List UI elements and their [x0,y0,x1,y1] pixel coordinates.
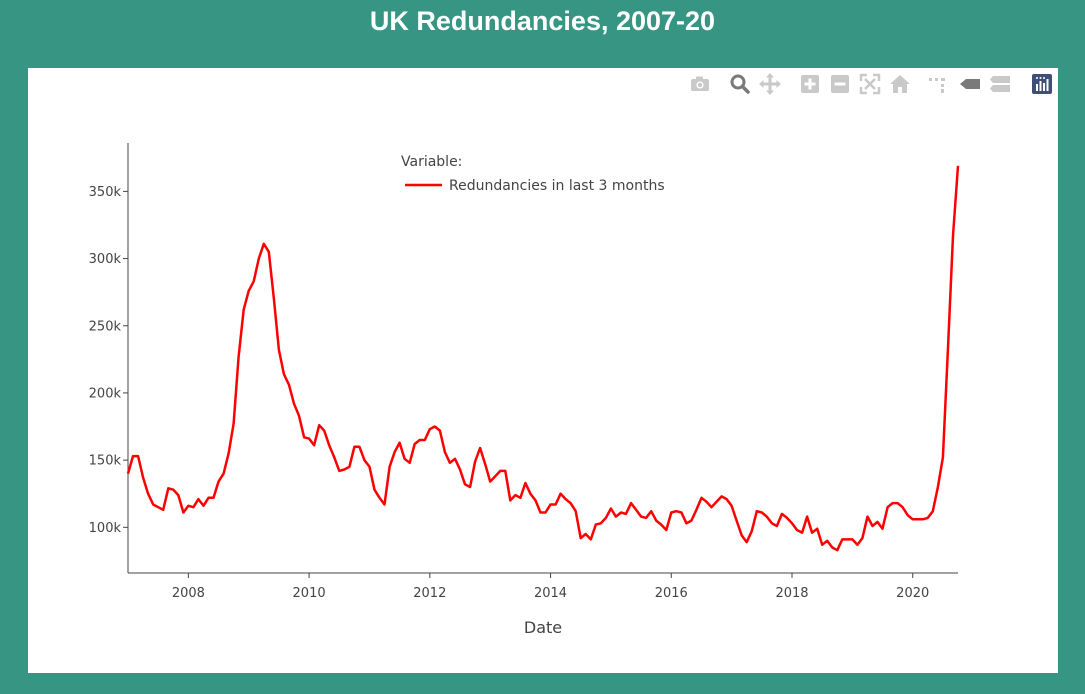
x-tick-label: 2010 [293,586,326,601]
x-tick-label: 2018 [775,586,808,601]
x-axis-title: Date [524,618,562,637]
x-tick-label: 2008 [172,586,205,601]
legend-series-label: Redundancies in last 3 months [449,178,665,194]
modebar [688,72,1054,96]
x-tick-label: 2014 [534,586,567,601]
y-axis: 100k 150k 200k 250k 300k 350k [89,143,129,573]
zoom-in-icon[interactable] [798,72,822,96]
hover-closest-icon[interactable] [958,72,982,96]
y-tick-label: 200k [89,386,122,401]
chart-card: 100k 150k 200k 250k 300k 350k 2008 2010 2012 201… [28,68,1058,673]
x-tick-label: 2020 [896,586,929,601]
series-layer [126,165,960,552]
y-tick-label: 150k [89,454,122,469]
legend[interactable]: Variable: Redundancies in last 3 months [401,154,665,194]
y-tick-label: 250k [89,319,122,334]
plotly-logo-icon[interactable] [1030,72,1054,96]
pan-icon[interactable] [758,72,782,96]
camera-icon[interactable] [688,72,712,96]
x-tick-label: 2016 [655,586,688,601]
chart-plot[interactable]: 100k 150k 200k 250k 300k 350k 2008 2010 2012 201… [28,68,1058,673]
spike-lines-icon[interactable] [926,72,950,96]
x-tick-label: 2012 [413,586,446,601]
x-axis: 2008 2010 2012 2014 2016 2018 2020 [128,572,958,601]
home-icon[interactable] [888,72,912,96]
y-tick-label: 100k [89,521,122,536]
zoom-out-icon[interactable] [828,72,852,96]
page-title: UK Redundancies, 2007-20 [369,6,716,36]
hover-compare-icon[interactable] [988,72,1012,96]
y-tick-label: 300k [89,252,122,267]
legend-title: Variable: [401,154,462,170]
zoom-icon[interactable] [728,72,752,96]
y-tick-label: 350k [89,185,122,200]
autoscale-icon[interactable] [858,72,882,96]
series-line[interactable] [126,165,960,552]
